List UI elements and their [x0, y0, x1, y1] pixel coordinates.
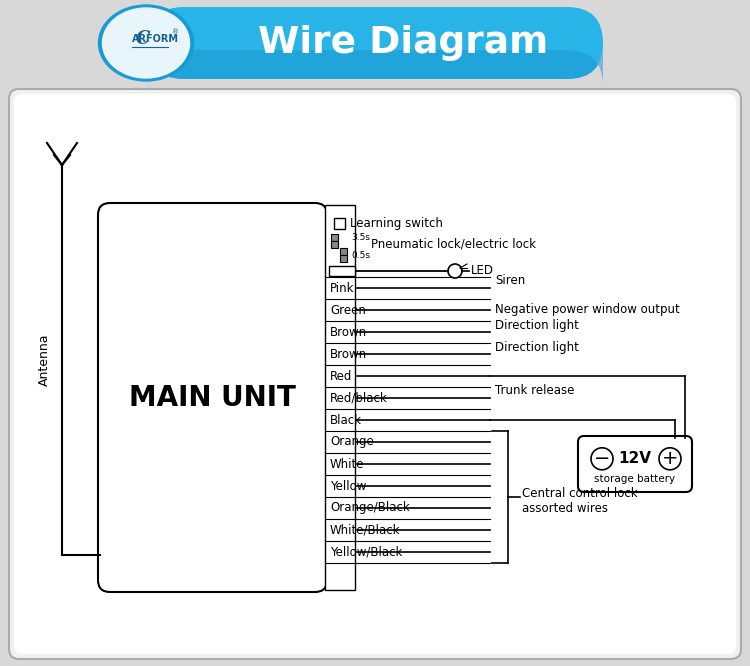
Text: Green: Green: [330, 304, 366, 316]
Circle shape: [448, 264, 462, 278]
FancyBboxPatch shape: [148, 43, 603, 86]
Bar: [331, 234, 338, 241]
Text: Pneumatic lock/electric lock: Pneumatic lock/electric lock: [371, 238, 536, 250]
Text: White/Black: White/Black: [330, 523, 400, 537]
Ellipse shape: [103, 8, 190, 78]
FancyBboxPatch shape: [578, 436, 692, 492]
Bar: [331, 241, 338, 248]
Text: Orange/Black: Orange/Black: [330, 501, 410, 515]
Text: Trunk release: Trunk release: [495, 384, 574, 398]
Text: Central control lock
assorted wires: Central control lock assorted wires: [522, 487, 638, 515]
Text: White: White: [330, 458, 364, 470]
Text: 3.5s: 3.5s: [351, 234, 370, 242]
Text: Yellow: Yellow: [330, 480, 366, 492]
Text: Red: Red: [330, 370, 352, 382]
Text: Brown: Brown: [330, 326, 368, 338]
Text: Learning switch: Learning switch: [350, 216, 442, 230]
Text: MAIN UNIT: MAIN UNIT: [129, 384, 296, 412]
Text: Black: Black: [330, 414, 362, 426]
Text: storage battery: storage battery: [595, 474, 676, 484]
Text: Siren: Siren: [495, 274, 525, 288]
Bar: [340, 248, 347, 255]
Text: Direction light: Direction light: [495, 340, 579, 354]
Text: 0.5s: 0.5s: [351, 250, 370, 260]
Text: C: C: [136, 30, 150, 48]
Bar: [334, 218, 345, 228]
Text: Antenna: Antenna: [38, 334, 50, 386]
Text: Orange: Orange: [330, 436, 374, 448]
Text: ARFORM: ARFORM: [131, 34, 178, 44]
Text: −: −: [594, 450, 610, 468]
FancyBboxPatch shape: [9, 89, 741, 659]
Text: +: +: [662, 450, 678, 468]
Ellipse shape: [98, 5, 194, 81]
FancyBboxPatch shape: [148, 7, 603, 79]
FancyBboxPatch shape: [14, 94, 736, 654]
Text: Yellow/Black: Yellow/Black: [330, 545, 402, 559]
FancyBboxPatch shape: [98, 203, 327, 592]
Text: Wire Diagram: Wire Diagram: [258, 25, 548, 61]
Bar: [325, 205, 355, 590]
Circle shape: [591, 448, 613, 470]
Text: 12V: 12V: [619, 452, 652, 466]
Text: ®: ®: [172, 29, 179, 35]
Text: Pink: Pink: [330, 282, 355, 294]
Circle shape: [659, 448, 681, 470]
Text: LED: LED: [471, 264, 494, 278]
Text: Brown: Brown: [330, 348, 368, 360]
Bar: [329, 266, 355, 276]
Text: Red/black: Red/black: [330, 392, 388, 404]
Bar: [340, 255, 347, 262]
Text: Negative power window output: Negative power window output: [495, 304, 680, 316]
Text: Direction light: Direction light: [495, 318, 579, 332]
